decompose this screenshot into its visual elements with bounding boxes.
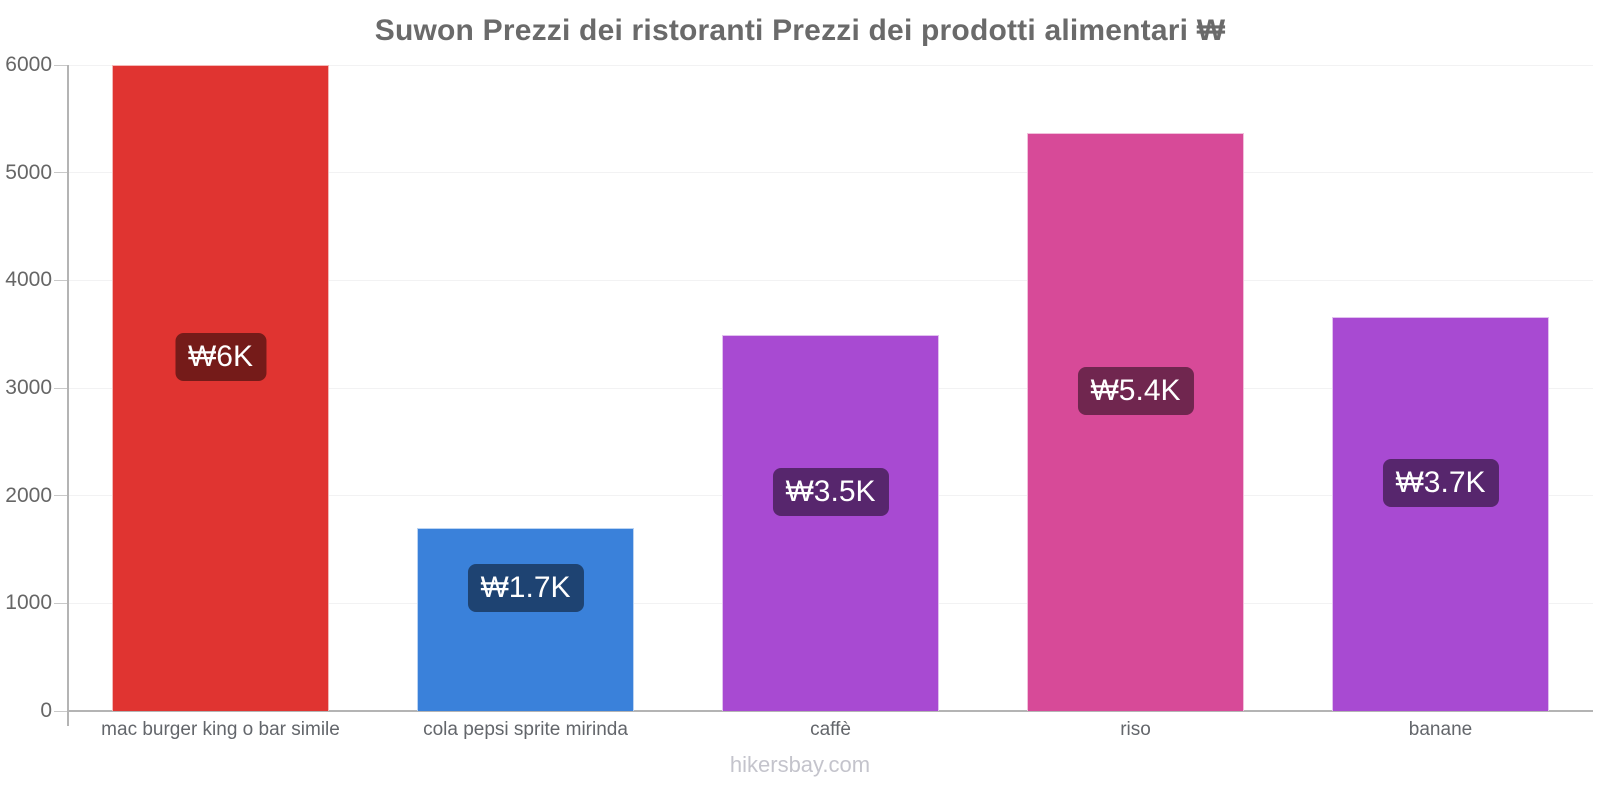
y-axis-tick-4000 [54,279,68,281]
bar-banane[interactable]: ₩3.7K [1332,316,1549,711]
bar-cola-pepsi-sprite-mirinda[interactable]: ₩1.7K [417,527,634,711]
bar-value-label-mac-burger-king-o-bar-simile: ₩6K [174,333,267,381]
x-axis-label-riso: riso [1120,719,1151,740]
bar-mac-burger-king-o-bar-simile[interactable]: ₩6K [112,65,329,711]
y-axis-tick-3000 [54,387,68,389]
y-axis-label-4000: 4000 [5,268,52,292]
gridline-6000 [68,64,1593,66]
gridline-4000 [68,279,1593,281]
y-axis-tick-6000 [54,64,68,66]
watermark: hikersbay.com [729,752,871,777]
y-axis-label-3000: 3000 [5,376,52,399]
bar-value-label-riso: ₩5.4K [1077,366,1194,415]
x-axis-label-caff: caffè [810,719,851,740]
y-axis-label-5000: 5000 [5,160,52,184]
bar-riso[interactable]: ₩5.4K [1027,132,1244,711]
x-axis-label-banane: banane [1408,719,1473,740]
bar-value-label-banane: ₩3.7K [1382,458,1499,507]
bar-caff[interactable]: ₩3.5K [722,335,939,711]
y-axis-tick-1000 [54,602,68,604]
x-axis-line [68,710,1593,712]
y-axis-tick-5000 [54,172,68,174]
bar-value-label-cola-pepsi-sprite-mirinda: ₩1.7K [467,564,584,613]
y-axis-tick-0 [54,710,68,712]
y-axis-label-2000: 2000 [5,483,52,507]
chart-title: Suwon Prezzi dei ristoranti Prezzi dei p… [374,14,1226,47]
x-axis-label-mac-burger-king-o-bar-simile: mac burger king o bar simile [101,719,340,740]
y-axis-tick-2000 [54,495,68,497]
y-axis-line [67,65,69,726]
bar-value-label-caff: ₩3.5K [772,468,889,517]
x-axis-label-cola-pepsi-sprite-mirinda: cola pepsi sprite mirinda [423,719,628,740]
y-axis-label-0: 0 [40,699,52,722]
gridline-5000 [68,172,1593,174]
y-axis-label-6000: 6000 [5,53,52,76]
y-axis-label-1000: 1000 [5,591,52,615]
